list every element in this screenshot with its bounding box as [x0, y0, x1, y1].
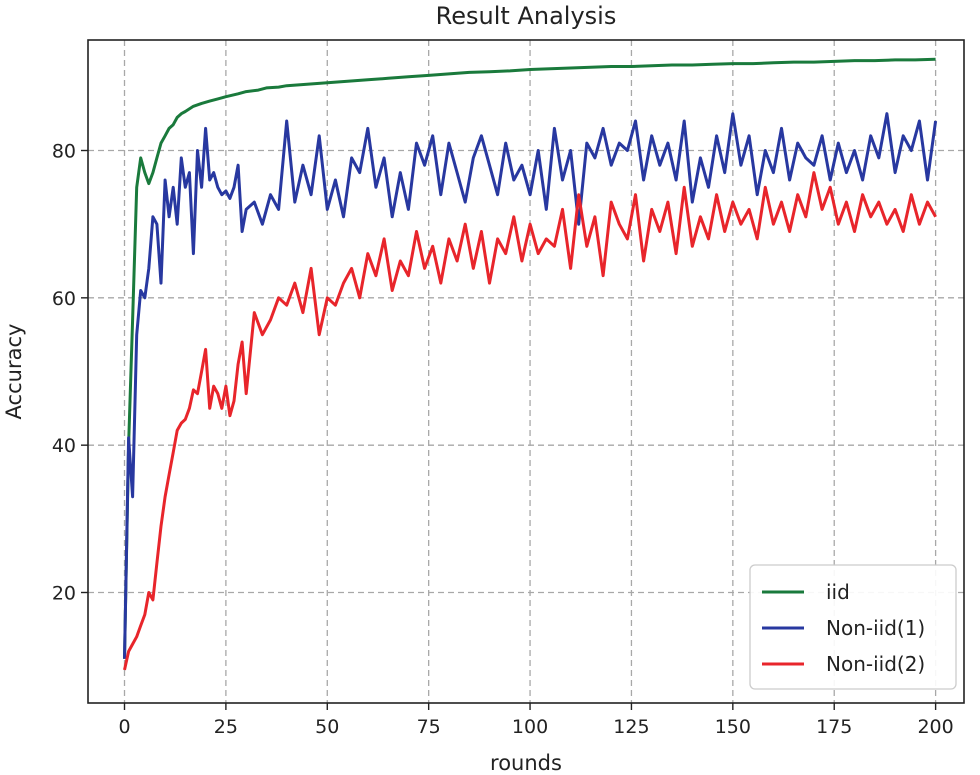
y-tick-label: 20 — [52, 583, 76, 605]
series-line-non-iid-2 — [123, 171, 937, 671]
x-tick-label: 0 — [118, 716, 130, 738]
chart-title: Result Analysis — [436, 2, 617, 30]
x-tick-label: 125 — [613, 716, 649, 738]
x-tick-label: 150 — [715, 716, 751, 738]
legend-label: Non-iid(1) — [826, 616, 925, 640]
x-tick-label: 175 — [816, 716, 852, 738]
x-tick-label: 50 — [315, 716, 339, 738]
x-tick-label: 100 — [512, 716, 548, 738]
legend-label: iid — [826, 580, 850, 604]
x-tick-label: 75 — [417, 716, 441, 738]
legend-box — [749, 564, 957, 690]
y-tick-label: 60 — [52, 288, 76, 310]
x-axis-title: rounds — [490, 751, 562, 775]
legend-label: Non-iid(2) — [826, 652, 925, 676]
series-line-non-iid-1 — [123, 112, 938, 659]
plot-frame — [87, 39, 965, 704]
x-tick-label: 200 — [917, 716, 953, 738]
series-line-iid — [123, 57, 936, 659]
y-tick-label: 40 — [52, 435, 76, 457]
x-tick-label: 25 — [214, 716, 238, 738]
y-axis-title: Accuracy — [2, 324, 26, 420]
y-tick-label: 80 — [52, 141, 76, 163]
